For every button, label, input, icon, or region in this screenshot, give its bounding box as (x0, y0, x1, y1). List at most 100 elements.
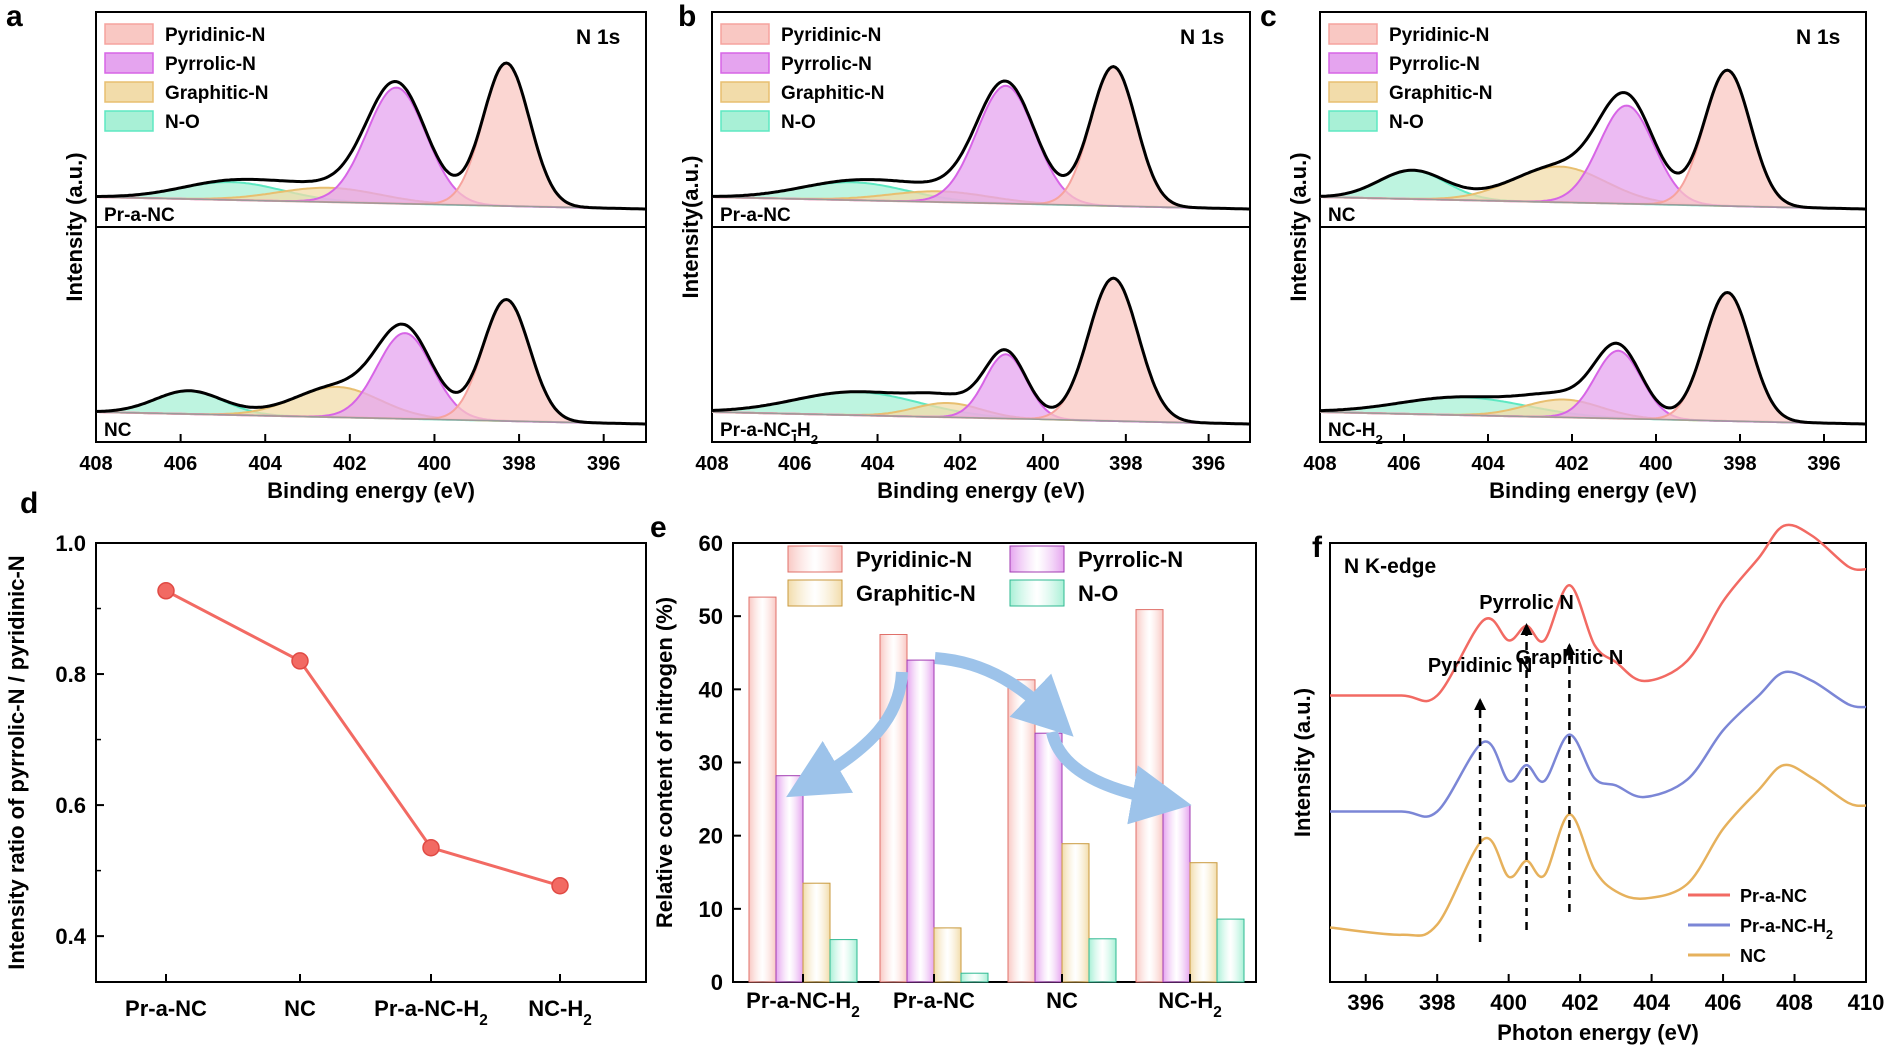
legend-swatch (720, 52, 770, 74)
legend-label: Graphitic-N (165, 83, 268, 104)
legend-swatch (104, 81, 154, 103)
legend-label: Pyrrolic-N (781, 54, 872, 75)
bar (1162, 804, 1191, 983)
envelope-curve (712, 65, 1250, 211)
peak-fill-n-o (712, 182, 1250, 209)
x-tick-label: 396 (1192, 453, 1225, 475)
bar (1189, 862, 1218, 983)
x-tick-label: 410 (1848, 990, 1885, 1015)
x-tick-label: 406 (164, 453, 197, 475)
legend-label: N-O (781, 112, 816, 133)
y-axis-label: Intensity (a.u.) (62, 152, 87, 301)
legend-label: Pr-a-NC-H2 (1740, 916, 1833, 942)
panel-letter-e: e (650, 511, 667, 544)
y-axis-label: Intensity (a.u.) (1290, 688, 1315, 837)
plot-frame (95, 542, 647, 983)
legend-swatch (104, 23, 154, 45)
x-tick-label: Pr-a-NC (125, 996, 207, 1021)
x-tick-label: 398 (1723, 453, 1756, 475)
legend-label: N-O (1389, 112, 1424, 133)
x-tick-label: 400 (1026, 453, 1059, 475)
annotation-arrowhead (1563, 643, 1576, 655)
trend-arrow-left (786, 671, 908, 798)
legend-label: Graphitic-N (1389, 83, 1492, 104)
panel-letter-c: c (1260, 0, 1277, 33)
legend-swatch (1328, 110, 1378, 132)
panel-letter-f: f (1312, 531, 1323, 564)
annotation-label: Graphitic N (1516, 647, 1624, 669)
x-tick-label: 406 (1387, 453, 1420, 475)
legend-label: N-O (165, 112, 200, 133)
legend-label: Pyrrolic-N (165, 54, 256, 75)
panel-b: Pr-a-NC Pr-a-NC-H2 N 1s Pyridinic-N Pyrrolic… (678, 11, 1251, 503)
peak-fill-n-o (1320, 397, 1866, 424)
bar (1061, 843, 1090, 983)
chart-title: N 1s (1180, 26, 1224, 49)
x-tick-label: 408 (695, 453, 728, 475)
peak-fill-n-o (96, 182, 646, 209)
legend-label: NC (1740, 946, 1766, 966)
bar (960, 972, 989, 983)
sample-label: NC (1328, 205, 1356, 226)
panel-c: NC NC-H2 N 1s Pyridinic-N Pyrrolic-N Graphiti… (1286, 11, 1867, 503)
peak-fill-pyridinic-n (96, 299, 646, 424)
legend-label: Pyrrolic-N (1078, 547, 1183, 572)
sample-label: NC-H2 (1328, 420, 1383, 447)
x-tick-label: NC (1046, 988, 1078, 1013)
baseline (95, 411, 647, 425)
x-tick-label: 398 (502, 453, 535, 475)
x-tick-label: 404 (861, 453, 895, 475)
legend-swatch (787, 545, 843, 573)
bar (775, 775, 804, 983)
panel-letter-b: b (678, 0, 696, 33)
baseline (1319, 411, 1867, 425)
panel-letter-d: d (20, 487, 38, 520)
envelope-curve (1320, 290, 1866, 426)
legend-label: Graphitic-N (856, 581, 976, 606)
bar (906, 659, 935, 983)
panel-f: Pyridinic N Pyrrolic N Graphitic N N K-edge… (1290, 523, 1885, 1045)
sample-label: NC (104, 420, 132, 441)
x-tick-label: Pr-a-NC-H2 (374, 996, 488, 1029)
y-tick-label: 0 (711, 970, 723, 995)
y-tick-label: 0.4 (55, 924, 86, 949)
x-tick-label: 396 (1347, 990, 1384, 1015)
x-tick-label: 406 (1705, 990, 1742, 1015)
x-tick-label: 400 (1490, 990, 1527, 1015)
panel-e: 0 10 20 30 40 50 60 Pr-a-NC-H2 Pr-a-NC NC NC-H2 Pyr… (652, 531, 1257, 1021)
x-tick-label: NC-H2 (528, 996, 592, 1029)
x-tick-label: 404 (249, 453, 283, 475)
legend-label: Pyridinic-N (781, 25, 881, 46)
panel-letter-a: a (6, 0, 23, 33)
peak-fill-pyridinic-n (712, 66, 1250, 209)
x-tick-label: 408 (79, 453, 112, 475)
data-point (551, 876, 569, 895)
spectrum-line (1330, 523, 1867, 703)
legend-swatch (720, 81, 770, 103)
legend-label: Pyridinic-N (1389, 25, 1489, 46)
y-tick-label: 40 (699, 677, 723, 702)
plot-frame (1329, 542, 1867, 983)
x-tick-label: 402 (944, 453, 977, 475)
legend-label: Pyridinic-N (165, 25, 265, 46)
x-tick-label: 396 (587, 453, 620, 475)
legend-swatch (787, 579, 843, 607)
bar (1007, 679, 1036, 983)
legend-swatch (104, 110, 154, 132)
bar (1216, 918, 1245, 983)
x-tick-label: 400 (1639, 453, 1672, 475)
y-axis-label: Intensity(a.u.) (678, 155, 703, 298)
x-axis-label: Binding energy (eV) (267, 478, 475, 503)
peak-fill-pyridinic-n (1320, 70, 1866, 209)
sample-label: Pr-a-NC-H2 (720, 420, 818, 447)
sample-label: Pr-a-NC (104, 205, 175, 226)
x-tick-label: 404 (1633, 990, 1670, 1015)
y-axis-label: Intensity (a.u.) (1286, 152, 1311, 301)
x-axis-label: Binding energy (eV) (1489, 478, 1697, 503)
envelope-curve (95, 297, 646, 426)
bar (802, 882, 831, 983)
x-axis-label: Photon energy (eV) (1497, 1020, 1699, 1045)
envelope-curve (711, 276, 1250, 426)
envelope-curve (96, 61, 646, 211)
